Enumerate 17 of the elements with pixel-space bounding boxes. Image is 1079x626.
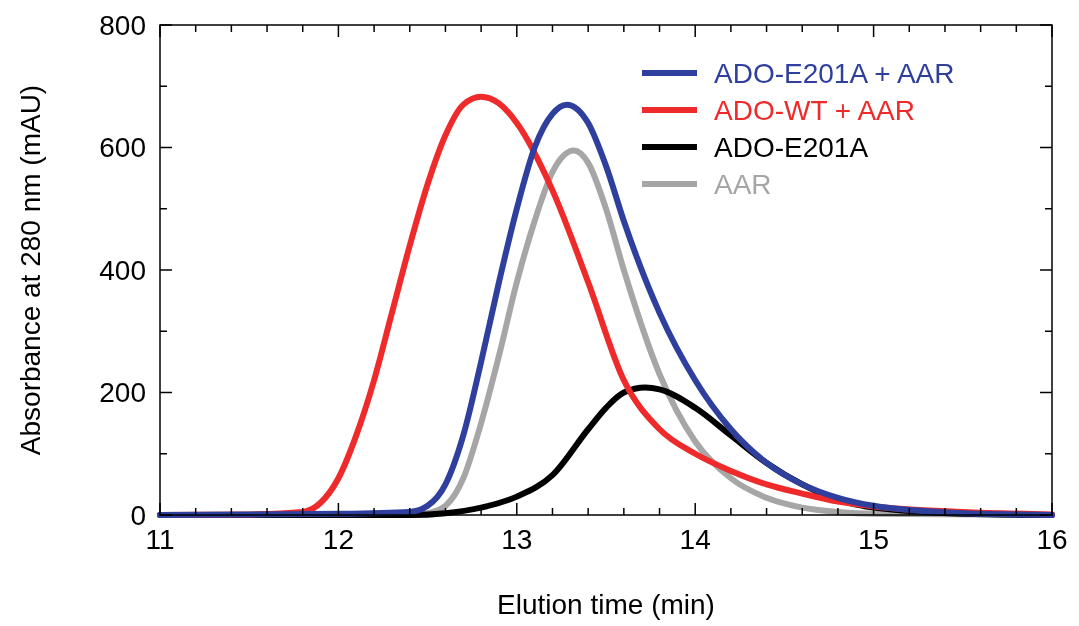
- y-tick-label: 0: [130, 499, 146, 531]
- y-tick-label: 800: [99, 9, 146, 41]
- x-tick-label: 16: [1036, 524, 1068, 555]
- y-tick-label: 400: [99, 254, 146, 286]
- legend-label: AAR: [714, 168, 772, 200]
- x-tick-label: 14: [679, 524, 711, 555]
- legend-label: ADO-E201A: [714, 131, 869, 163]
- legend-label: ADO-E201A + AAR: [714, 57, 955, 89]
- x-tick-label: 15: [858, 524, 890, 555]
- y-tick-label: 600: [99, 132, 146, 164]
- x-tick-label: 12: [322, 524, 354, 555]
- x-axis-title: Elution time (min): [497, 589, 715, 620]
- y-axis-title: Absorbance at 280 nm (mAU): [15, 84, 46, 456]
- y-tick-label: 200: [99, 377, 146, 409]
- x-tick-label: 11: [145, 524, 175, 555]
- legend-label: ADO-WT + AAR: [714, 94, 915, 126]
- x-tick-label: 13: [501, 524, 533, 555]
